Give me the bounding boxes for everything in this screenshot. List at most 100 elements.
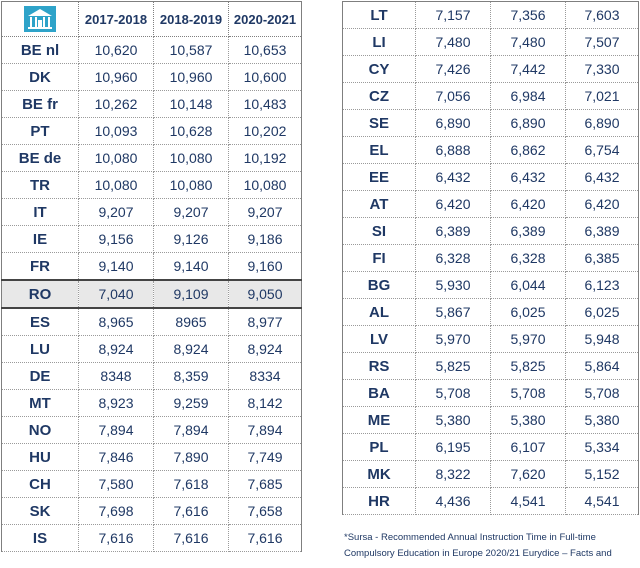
- country-code-cell: ME: [342, 406, 416, 434]
- value-cell-2018-2019: 10,148: [153, 90, 229, 118]
- value-cell-2020-2021: 6,432: [565, 163, 639, 191]
- country-code-cell: BE fr: [1, 90, 79, 118]
- value-cell-2020-2021: 9,050: [228, 279, 302, 309]
- country-code-cell: NO: [1, 416, 79, 444]
- value-cell-2018-2019: 6,984: [490, 82, 566, 110]
- table-row: AL 5,867 6,025 6,025: [342, 298, 639, 326]
- value-cell-2020-2021: 6,025: [565, 298, 639, 326]
- value-cell-2017-2018: 10,080: [78, 144, 154, 172]
- value-cell-2017-2018: 7,894: [78, 416, 154, 444]
- value-cell-2017-2018: 9,140: [78, 252, 154, 281]
- country-code-cell: PT: [1, 117, 79, 145]
- value-cell-2017-2018: 8348: [78, 362, 154, 390]
- value-cell-2017-2018: 6,432: [415, 163, 491, 191]
- country-code-cell: IS: [1, 524, 79, 552]
- value-cell-2017-2018: 6,328: [415, 244, 491, 272]
- value-cell-2018-2019: 9,207: [153, 198, 229, 226]
- country-code-cell: TR: [1, 171, 79, 199]
- value-cell-2018-2019: 6,890: [490, 109, 566, 137]
- country-code-cell: SK: [1, 497, 79, 525]
- value-cell-2018-2019: 4,541: [490, 487, 566, 515]
- value-cell-2018-2019: 5,708: [490, 379, 566, 407]
- value-cell-2018-2019: 9,259: [153, 389, 229, 417]
- value-cell-2020-2021: 10,202: [228, 117, 302, 145]
- value-cell-2020-2021: 7,507: [565, 28, 639, 56]
- country-code-cell: BA: [342, 379, 416, 407]
- value-cell-2018-2019: 6,328: [490, 244, 566, 272]
- value-cell-2017-2018: 5,825: [415, 352, 491, 380]
- table-row: EE 6,432 6,432 6,432: [342, 163, 639, 191]
- value-cell-2020-2021: 5,864: [565, 352, 639, 380]
- value-cell-2018-2019: 5,825: [490, 352, 566, 380]
- value-cell-2020-2021: 9,207: [228, 198, 302, 226]
- value-cell-2017-2018: 7,426: [415, 55, 491, 83]
- table-row: DK 10,960 10,960 10,600: [1, 63, 302, 91]
- table-row: HU 7,846 7,890 7,749: [1, 443, 302, 471]
- table-row: CZ 7,056 6,984 7,021: [342, 82, 639, 110]
- value-cell-2020-2021: 5,334: [565, 433, 639, 461]
- country-code-cell: BG: [342, 271, 416, 299]
- value-cell-2018-2019: 7,480: [490, 28, 566, 56]
- table-row: ES 8,965 8965 8,977: [1, 307, 302, 336]
- table-row: IS 7,616 7,616 7,616: [1, 524, 302, 552]
- value-cell-2020-2021: 7,658: [228, 497, 302, 525]
- value-cell-2020-2021: 8334: [228, 362, 302, 390]
- country-code-cell: LV: [342, 325, 416, 353]
- country-code-cell: FI: [342, 244, 416, 272]
- value-cell-2020-2021: 6,420: [565, 190, 639, 218]
- country-code-cell: IE: [1, 225, 79, 253]
- value-cell-2017-2018: 7,698: [78, 497, 154, 525]
- country-code-cell: EL: [342, 136, 416, 164]
- value-cell-2020-2021: 10,080: [228, 171, 302, 199]
- table-row: SE 6,890 6,890 6,890: [342, 109, 639, 137]
- country-code-cell: HR: [342, 487, 416, 515]
- value-cell-2018-2019: 8965: [153, 307, 229, 336]
- table-row: PT 10,093 10,628 10,202: [1, 117, 302, 145]
- table-row: MT 8,923 9,259 8,142: [1, 389, 302, 417]
- table-row: ME 5,380 5,380 5,380: [342, 406, 639, 434]
- table-row: BE de 10,080 10,080 10,192: [1, 144, 302, 172]
- value-cell-2018-2019: 7,356: [490, 1, 566, 29]
- value-cell-2020-2021: 7,021: [565, 82, 639, 110]
- value-cell-2017-2018: 10,093: [78, 117, 154, 145]
- value-cell-2020-2021: 6,123: [565, 271, 639, 299]
- value-cell-2020-2021: 8,142: [228, 389, 302, 417]
- value-cell-2018-2019: 8,924: [153, 335, 229, 363]
- value-cell-2017-2018: 5,867: [415, 298, 491, 326]
- value-cell-2017-2018: 10,960: [78, 63, 154, 91]
- table-row: CY 7,426 7,442 7,330: [342, 55, 639, 83]
- value-cell-2018-2019: 9,109: [153, 279, 229, 309]
- value-cell-2020-2021: 6,385: [565, 244, 639, 272]
- value-cell-2018-2019: 10,960: [153, 63, 229, 91]
- country-code-cell: IT: [1, 198, 79, 226]
- column-header-2017-2018: 2017-2018: [78, 1, 154, 37]
- value-cell-2020-2021: 7,330: [565, 55, 639, 83]
- value-cell-2018-2019: 6,432: [490, 163, 566, 191]
- table-row: LI 7,480 7,480 7,507: [342, 28, 639, 56]
- table-row: BA 5,708 5,708 5,708: [342, 379, 639, 407]
- value-cell-2020-2021: 10,483: [228, 90, 302, 118]
- table-row: RO 7,040 9,109 9,050: [1, 279, 302, 309]
- value-cell-2017-2018: 5,380: [415, 406, 491, 434]
- value-cell-2017-2018: 8,965: [78, 307, 154, 336]
- table-row: HR 4,436 4,541 4,541: [342, 487, 639, 515]
- value-cell-2018-2019: 7,616: [153, 497, 229, 525]
- value-cell-2020-2021: 5,152: [565, 460, 639, 488]
- column-header-2020-2021: 2020-2021: [228, 1, 302, 37]
- value-cell-2017-2018: 10,080: [78, 171, 154, 199]
- value-cell-2017-2018: 10,620: [78, 36, 154, 64]
- right-instruction-time-table: LT 7,157 7,356 7,603 LI 7,480 7,480 7,507 CY 7,42…: [342, 1, 639, 515]
- table-row: MK 8,322 7,620 5,152: [342, 460, 639, 488]
- table-row: DE 8348 8,359 8334: [1, 362, 302, 390]
- school-building-logo-icon: [24, 6, 56, 32]
- table-row: SK 7,698 7,616 7,658: [1, 497, 302, 525]
- value-cell-2018-2019: 5,970: [490, 325, 566, 353]
- value-cell-2017-2018: 5,930: [415, 271, 491, 299]
- country-code-cell: HU: [1, 443, 79, 471]
- value-cell-2017-2018: 5,970: [415, 325, 491, 353]
- value-cell-2017-2018: 6,888: [415, 136, 491, 164]
- value-cell-2020-2021: 7,603: [565, 1, 639, 29]
- value-cell-2018-2019: 6,107: [490, 433, 566, 461]
- value-cell-2018-2019: 6,044: [490, 271, 566, 299]
- value-cell-2020-2021: 5,948: [565, 325, 639, 353]
